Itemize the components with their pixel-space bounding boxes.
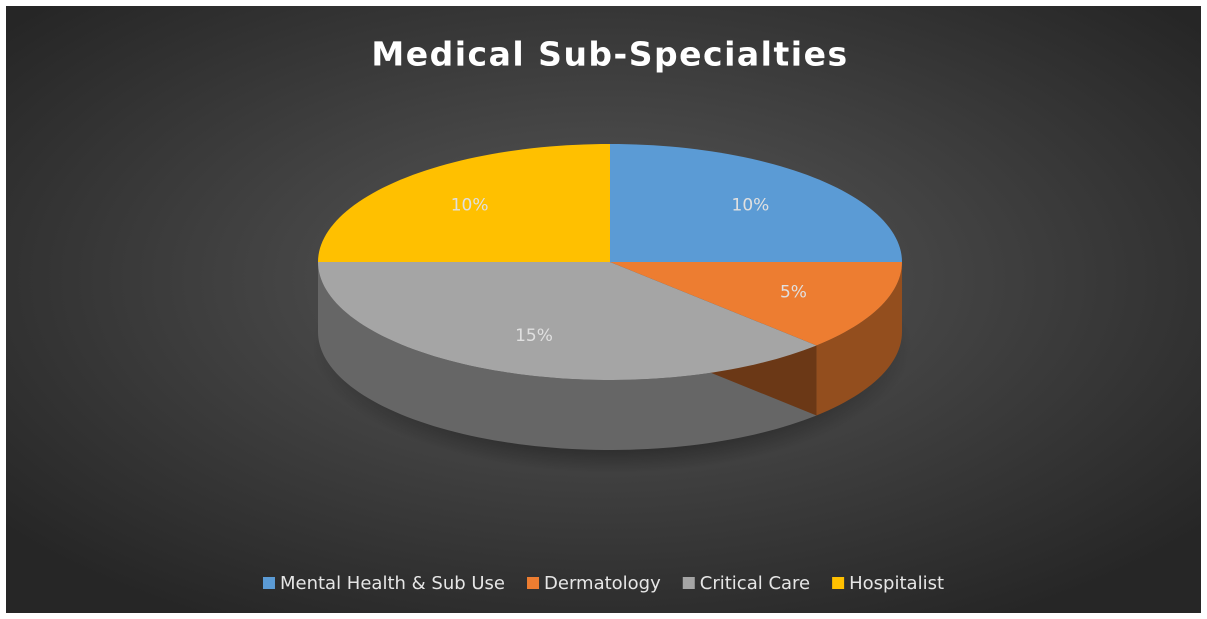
pie-slice [610, 144, 902, 262]
chart-title: Medical Sub-Specialties [371, 35, 848, 74]
slice-side [318, 262, 817, 450]
data-label: 15% [515, 326, 553, 346]
data-label: 10% [732, 195, 770, 215]
pie-slice [318, 144, 610, 262]
legend-label: Hospitalist [849, 573, 944, 594]
legend-swatch [682, 577, 695, 589]
legend: Mental Health & Sub Use Dermatology Critic… [262, 573, 944, 594]
legend-label: Dermatology [544, 573, 661, 594]
legend-label: Mental Health & Sub Use [280, 573, 505, 594]
data-label: 5% [780, 283, 807, 303]
legend-swatch [262, 577, 275, 589]
pie-slice [610, 262, 902, 346]
slice-side [816, 262, 902, 416]
legend-swatch [832, 577, 845, 589]
pie: 10% 5% 15% 10% [318, 144, 902, 450]
legend-label: Critical Care [700, 573, 810, 594]
data-label: 10% [451, 195, 489, 215]
pie-slice [318, 262, 817, 380]
legend-swatch [527, 577, 540, 589]
